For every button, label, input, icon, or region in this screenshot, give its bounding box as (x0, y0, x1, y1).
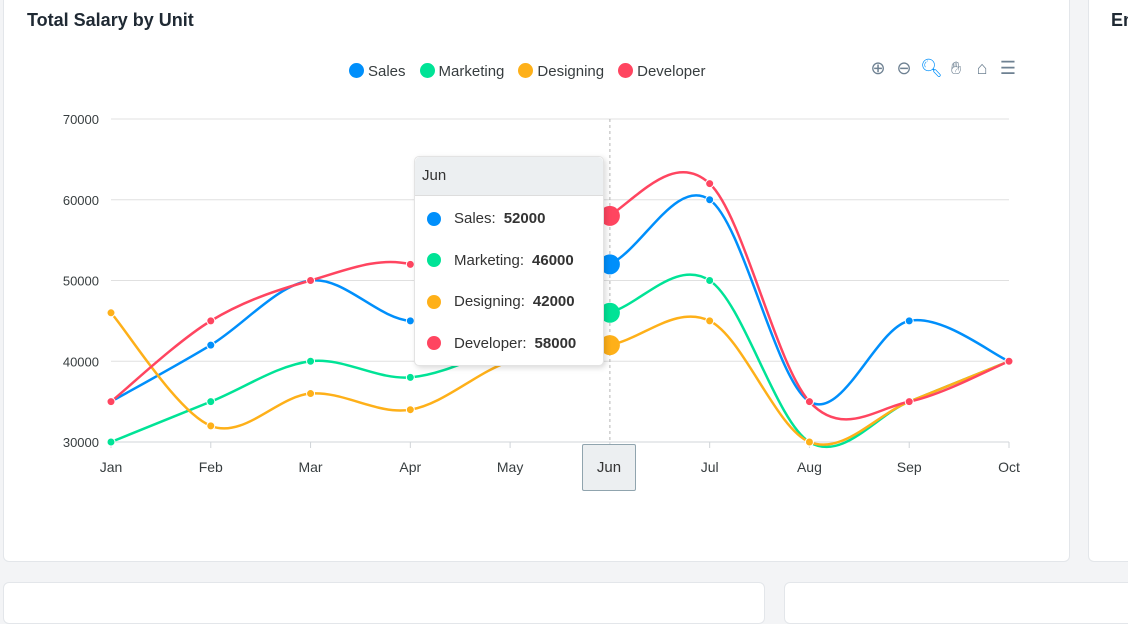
data-point (106, 397, 116, 407)
chart-tooltip: Jun Sales: 52000 Marketing: 46000 Designing:… (414, 156, 604, 366)
legend-label: Developer (637, 63, 706, 80)
legend-marker (618, 63, 634, 78)
data-point (705, 316, 715, 326)
tooltip-title: Jun (415, 157, 603, 196)
tooltip-value: 46000 (532, 251, 574, 269)
x-tick-label: Feb (199, 459, 223, 475)
home-reset-icon[interactable]: ⌂ (976, 58, 988, 78)
tooltip-row: Marketing: 46000 (415, 240, 603, 282)
right-card-title: Em (1111, 10, 1128, 30)
x-tick-label: Oct (998, 459, 1020, 475)
data-point (599, 302, 620, 323)
legend-item-sales[interactable]: Sales (349, 63, 406, 80)
tooltip-value: 42000 (532, 293, 575, 311)
legend-label: Sales (368, 63, 406, 80)
tooltip-label: Sales: (454, 210, 496, 228)
pan-hand-icon[interactable]: ✋︎ (950, 58, 962, 78)
legend-marker (518, 63, 534, 78)
tooltip-row: Developer: 58000 (415, 323, 603, 365)
menu-icon[interactable]: ☰ (999, 58, 1017, 78)
data-point (405, 372, 415, 382)
data-point (705, 195, 715, 205)
legend-item-marketing[interactable]: Marketing (419, 63, 505, 80)
y-tick-label: 30000 (63, 435, 99, 450)
data-point (804, 437, 814, 447)
y-tick-label: 40000 (63, 354, 99, 369)
tooltip-label: Developer: (454, 334, 527, 352)
card-title: Total Salary by Unit (27, 10, 194, 30)
data-point (599, 254, 620, 275)
x-tick-label: Sep (897, 459, 922, 475)
chart-legend: Sales Marketing Designing Developer (349, 63, 705, 80)
zoom-in-icon[interactable]: ⊕ (870, 58, 886, 78)
x-tick-label: Jan (100, 459, 123, 475)
data-point (705, 179, 715, 189)
data-point (206, 340, 216, 350)
data-point (904, 397, 914, 407)
y-tick-label: 70000 (63, 112, 99, 127)
legend-label: Marketing (438, 63, 505, 80)
y-tick-label: 60000 (63, 193, 99, 208)
zoom-out-icon[interactable]: ⊖ (896, 58, 912, 78)
selection-zoom-icon[interactable]: 🔍︎ (920, 58, 943, 78)
legend-item-designing[interactable]: Designing (518, 63, 604, 80)
x-tick-label: Aug (797, 459, 822, 475)
legend-item-developer[interactable]: Developer (618, 63, 705, 80)
data-point (306, 389, 316, 399)
chart-toolbar: ⊕ ⊖ 🔍︎ ✋︎ ⌂ ☰ (868, 58, 1018, 79)
data-point (306, 356, 316, 366)
tooltip-row: Designing: 42000 (415, 281, 603, 323)
data-point (206, 316, 216, 326)
tooltip-marker (427, 294, 441, 309)
x-tick-label: May (497, 459, 523, 475)
data-point (599, 335, 620, 356)
legend-marker (419, 63, 435, 78)
data-point (705, 276, 715, 285)
x-tick-label: Apr (399, 459, 421, 475)
data-point (599, 205, 620, 226)
x-tick-label: Jul (701, 459, 719, 475)
tooltip-value: 52000 (503, 210, 546, 228)
xaxis-tooltip: Jun (582, 444, 636, 491)
data-point (206, 397, 216, 407)
data-point (405, 405, 415, 415)
tooltip-label: Designing: (454, 293, 525, 311)
legend-marker (349, 63, 364, 78)
data-point (206, 421, 216, 431)
legend-label: Designing (537, 63, 605, 80)
data-point (1004, 356, 1014, 366)
data-point (106, 308, 116, 318)
tooltip-marker (427, 211, 441, 226)
data-point (306, 276, 316, 285)
tooltip-label: Marketing: (454, 251, 525, 269)
right-card: Em (1088, 0, 1128, 562)
tooltip-value: 58000 (534, 334, 577, 352)
tooltip-row: Sales: 52000 (415, 198, 603, 240)
tooltip-marker (427, 253, 441, 268)
data-point (904, 316, 914, 326)
y-tick-label: 50000 (63, 274, 99, 289)
data-point (804, 397, 814, 407)
tooltip-marker (427, 336, 441, 351)
x-tick-label: Mar (298, 459, 322, 475)
data-point (106, 437, 116, 447)
